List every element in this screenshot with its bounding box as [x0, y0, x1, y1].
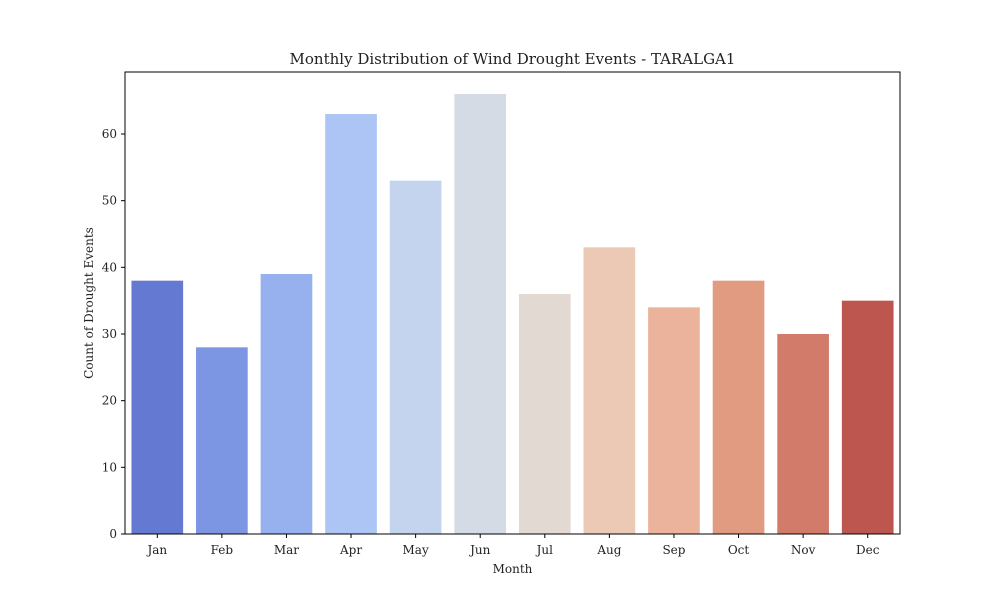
y-axis: 0 10 20 30 40 50 60 — [102, 127, 125, 541]
x-tick-label-apr: Apr — [339, 543, 362, 557]
y-tick-label-50: 50 — [102, 194, 117, 208]
bars-group — [131, 94, 894, 535]
bar-nov — [777, 334, 829, 534]
y-tick-label-60: 60 — [102, 127, 117, 141]
x-tick-label-aug: Aug — [596, 543, 621, 557]
bar-oct — [712, 280, 765, 534]
y-tick-label-20: 20 — [102, 394, 117, 408]
x-tick-label-may: May — [403, 543, 429, 557]
x-axis: Jan Feb Mar Apr May Jun Jul Aug Sep Oct Nov Dec — [145, 534, 880, 557]
plot-frame — [124, 71, 901, 535]
x-tick-label-dec: Dec — [856, 543, 880, 557]
bar-feb — [196, 347, 248, 534]
x-tick-label-oct: Oct — [728, 543, 750, 557]
x-tick-label-mar: Mar — [274, 543, 299, 557]
x-tick-label-jun: Jun — [468, 543, 491, 557]
x-tick-label-jan: Jan — [145, 543, 167, 557]
bar-dec — [841, 300, 894, 534]
bar-jun — [454, 94, 507, 534]
y-tick-label-0: 0 — [109, 527, 117, 541]
bar-sep — [648, 307, 700, 534]
bar-jul — [518, 294, 571, 534]
bar-may — [389, 180, 442, 535]
x-axis-label: Month — [493, 562, 533, 576]
x-tick-label-feb: Feb — [211, 543, 234, 557]
bar-aug — [583, 247, 636, 534]
bar-apr — [325, 114, 377, 534]
chart-title: Monthly Distribution of Wind Drought Eve… — [290, 50, 736, 68]
plot-area — [124, 71, 901, 535]
bar-mar — [260, 274, 313, 534]
x-tick-label-nov: Nov — [791, 543, 816, 557]
y-tick-label-40: 40 — [102, 260, 117, 274]
x-tick-label-sep: Sep — [662, 543, 685, 557]
bar-jan — [131, 280, 184, 534]
x-tick-label-jul: Jul — [535, 543, 554, 557]
y-tick-label-10: 10 — [102, 460, 117, 474]
y-axis-label: Count of Drought Events — [82, 227, 96, 379]
y-tick-label-30: 30 — [102, 327, 117, 341]
